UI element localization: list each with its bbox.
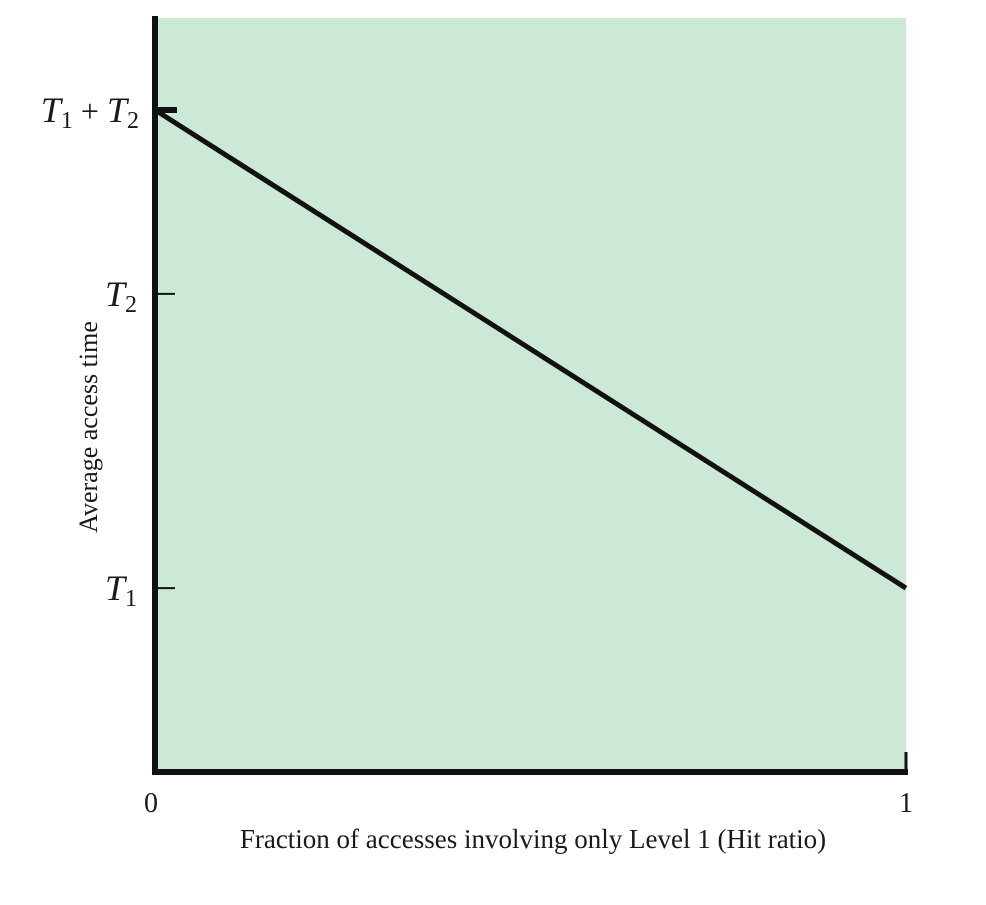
plot-area — [155, 18, 906, 772]
y-tick-label-t1t2: T1 + T2 — [41, 90, 139, 134]
x-tick-label-0: 0 — [144, 788, 158, 819]
y-tick-label-t1: T1 — [105, 568, 137, 612]
y-tick-label-t2: T2 — [105, 274, 137, 318]
x-tick-label-1: 1 — [899, 788, 913, 819]
series-line — [153, 107, 908, 591]
y-ticks: T1 T2 T1 + T2 — [41, 90, 177, 612]
y-axis-label: Average access time — [74, 321, 103, 533]
x-axis-label: Fraction of accesses involving only Leve… — [240, 824, 826, 854]
